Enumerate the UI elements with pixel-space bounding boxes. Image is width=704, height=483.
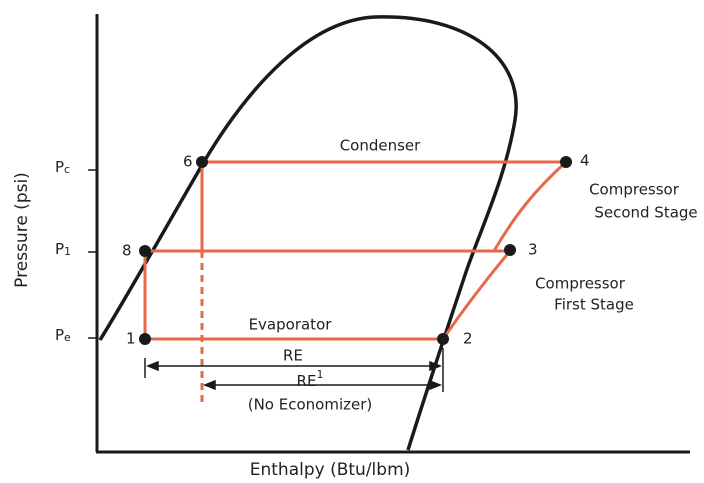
second-stage-label: Compressor <box>589 181 680 199</box>
point-label: 6 <box>183 153 193 171</box>
tick-main: P <box>55 326 64 344</box>
point <box>139 333 151 345</box>
tick-sub: 1 <box>64 245 71 258</box>
cycle <box>143 160 568 405</box>
tick-sub: c <box>64 163 70 176</box>
point-label: 8 <box>122 242 132 260</box>
re-label: RE <box>283 347 303 365</box>
re-arrows <box>144 348 444 392</box>
re1-sup: 1 <box>316 368 323 381</box>
re1-label: RE1 <box>297 368 324 390</box>
x-axis-label: Enthalpy (Btu/lbm) <box>250 460 411 480</box>
tick-label: Pe <box>55 326 71 345</box>
saturation-curve <box>98 15 518 451</box>
re1-main: RE <box>297 372 317 390</box>
point <box>560 156 572 168</box>
point <box>196 156 208 168</box>
first-stage-label: First Stage <box>554 296 634 314</box>
no-economizer-label: (No Economizer) <box>248 396 373 414</box>
point <box>504 244 516 256</box>
arrowhead <box>202 379 443 391</box>
tick-label: P1 <box>55 240 71 259</box>
point <box>437 333 449 345</box>
condenser-label: Condenser <box>340 137 421 155</box>
first-stage-curve <box>441 250 512 340</box>
tick-main: P <box>55 158 64 176</box>
point-label: 4 <box>580 152 590 170</box>
y-axis-label: Pressure (psi) <box>12 172 32 288</box>
point-label: 2 <box>463 330 473 348</box>
point-label: 3 <box>528 241 538 259</box>
points <box>139 156 572 345</box>
second-stage-curve <box>492 160 568 252</box>
tick-main: P <box>55 240 64 258</box>
point-label: 1 <box>126 330 136 348</box>
evaporator-label: Evaporator <box>249 316 333 334</box>
first-stage-label: Compressor <box>535 275 626 293</box>
tick-sub: e <box>64 331 71 344</box>
tick-label: Pc <box>55 158 70 177</box>
second-stage-label: Second Stage <box>594 204 697 222</box>
dome <box>98 15 518 451</box>
arrowhead <box>145 360 443 372</box>
point <box>139 245 151 257</box>
